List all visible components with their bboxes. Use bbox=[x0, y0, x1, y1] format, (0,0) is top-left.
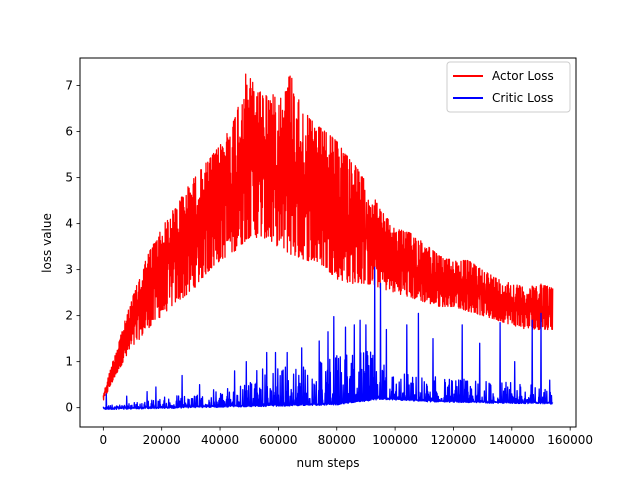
legend-label-critic-loss: Critic Loss bbox=[492, 91, 553, 105]
x-axis-label: num steps bbox=[297, 456, 360, 470]
y-tick-label: 0 bbox=[65, 401, 73, 415]
y-tick-label: 2 bbox=[65, 309, 73, 323]
plot-frame bbox=[79, 57, 577, 428]
legend-label-actor-loss: Actor Loss bbox=[492, 69, 554, 83]
series-layer bbox=[102, 73, 554, 411]
y-axis: 0 1 2 3 4 5 6 7 bbox=[65, 79, 80, 415]
y-axis-label: loss value bbox=[40, 213, 54, 273]
x-tick-label: 40000 bbox=[201, 433, 239, 447]
legend-box bbox=[446, 61, 571, 113]
x-tick-label: 160000 bbox=[547, 433, 593, 447]
legend: Actor Loss Critic Loss bbox=[446, 61, 571, 113]
y-tick-label: 4 bbox=[65, 217, 73, 231]
x-axis: 0 20000 40000 60000 80000 100000 120000 140000 1… bbox=[100, 427, 593, 447]
y-tick-label: 3 bbox=[65, 263, 73, 277]
x-tick-label: 80000 bbox=[318, 433, 356, 447]
x-tick-label: 140000 bbox=[489, 433, 535, 447]
x-tick-label: 60000 bbox=[259, 433, 297, 447]
y-tick-label: 1 bbox=[65, 355, 73, 369]
y-tick-label: 6 bbox=[65, 125, 73, 139]
x-tick-label: 20000 bbox=[143, 433, 181, 447]
x-tick-label: 100000 bbox=[372, 433, 418, 447]
y-tick-label: 7 bbox=[65, 79, 73, 93]
y-tick-label: 5 bbox=[65, 171, 73, 185]
critic-loss-line bbox=[102, 266, 554, 411]
actor-loss-line bbox=[102, 73, 554, 401]
x-tick-label: 0 bbox=[100, 433, 108, 447]
x-tick-label: 120000 bbox=[431, 433, 477, 447]
